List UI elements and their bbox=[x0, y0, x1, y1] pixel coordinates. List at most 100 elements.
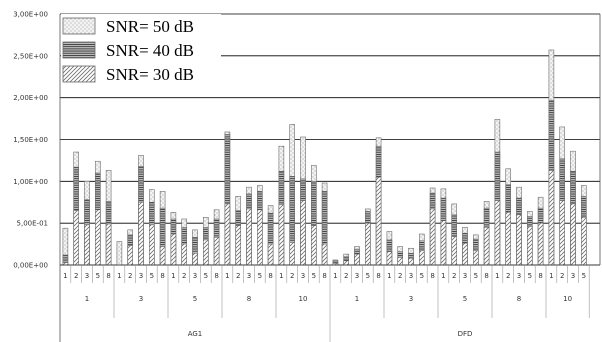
x-tick-sub: 5 bbox=[150, 272, 154, 280]
legend-label: SNR= 50 dB bbox=[106, 17, 194, 36]
legend-label: SNR= 40 dB bbox=[106, 41, 194, 60]
bar bbox=[516, 214, 522, 266]
bar bbox=[473, 250, 479, 266]
bar bbox=[483, 227, 490, 266]
x-tick-sub: 5 bbox=[420, 272, 424, 280]
x-tick-sub: 5 bbox=[582, 272, 586, 280]
x-tick-sub: 2 bbox=[236, 272, 240, 280]
y-tick-label: 3,00E+00 bbox=[13, 11, 48, 19]
bar bbox=[343, 260, 349, 266]
bar bbox=[570, 203, 576, 266]
x-tick-sub: 5 bbox=[258, 272, 262, 280]
x-tick-sub: 8 bbox=[106, 272, 110, 280]
bar bbox=[505, 211, 511, 266]
bar bbox=[224, 203, 231, 266]
x-tick-group: 8 bbox=[517, 295, 521, 303]
bar bbox=[95, 209, 101, 266]
x-tick-sub: 5 bbox=[528, 272, 532, 280]
bar bbox=[537, 222, 544, 266]
x-tick-sub: 3 bbox=[517, 272, 521, 280]
bar bbox=[375, 176, 382, 266]
x-tick-group: 8 bbox=[247, 295, 251, 303]
x-tick-sub: 3 bbox=[247, 272, 251, 280]
bar bbox=[246, 208, 252, 266]
bar bbox=[267, 243, 274, 266]
y-tick-label: 1,50E+00 bbox=[13, 136, 48, 144]
x-tick-sub: 2 bbox=[290, 272, 294, 280]
legend: SNR= 50 dB SNR= 40 dB SNR= 30 dB bbox=[61, 14, 221, 96]
x-tick-group: 5 bbox=[193, 295, 197, 303]
bar bbox=[462, 242, 468, 266]
bar bbox=[440, 220, 447, 266]
y-tick-label: 1,00E+00 bbox=[13, 178, 48, 186]
x-tick-sub: 2 bbox=[452, 272, 456, 280]
legend-swatch bbox=[62, 41, 96, 59]
bar bbox=[84, 224, 90, 266]
x-tick-sub: 3 bbox=[571, 272, 575, 280]
x-tick-sub: 5 bbox=[474, 272, 478, 280]
x-tick-sub: 3 bbox=[85, 272, 89, 280]
y-tick-label: 2,00E+00 bbox=[13, 94, 48, 102]
x-tick-group: 1 bbox=[85, 295, 89, 303]
y-tick-label: 5,00E-01 bbox=[17, 220, 48, 228]
x-tick-sub: 1 bbox=[117, 272, 121, 280]
bar bbox=[354, 253, 360, 266]
x-tick-sub: 5 bbox=[366, 272, 370, 280]
x-tick-sub: 8 bbox=[376, 272, 380, 280]
y-tick-label: 0,00E+00 bbox=[13, 262, 48, 270]
bar bbox=[386, 251, 393, 266]
x-tick-group: 5 bbox=[463, 295, 467, 303]
bar bbox=[429, 208, 436, 266]
bar bbox=[548, 170, 555, 266]
bar bbox=[451, 236, 457, 266]
bar bbox=[192, 252, 198, 266]
x-tick-sub: 5 bbox=[312, 272, 316, 280]
x-tick-sub: 8 bbox=[538, 272, 542, 280]
bar bbox=[149, 224, 155, 266]
bar bbox=[289, 242, 295, 266]
bar bbox=[311, 225, 317, 266]
x-tick-sub: 3 bbox=[301, 272, 305, 280]
x-tick-sub: 1 bbox=[441, 272, 445, 280]
x-tick-sub: 8 bbox=[214, 272, 218, 280]
x-tick-sub: 1 bbox=[171, 272, 175, 280]
bar bbox=[213, 237, 220, 266]
x-tick-sub: 2 bbox=[398, 272, 402, 280]
x-tick-sub: 1 bbox=[279, 272, 283, 280]
x-tick-group: 3 bbox=[409, 295, 413, 303]
x-tick-sub: 1 bbox=[225, 272, 229, 280]
bar bbox=[581, 217, 587, 266]
bar bbox=[257, 209, 263, 266]
bar bbox=[181, 243, 187, 266]
x-tick-sub: 2 bbox=[182, 272, 186, 280]
x-tick-sub: 1 bbox=[333, 272, 337, 280]
bar bbox=[527, 226, 533, 266]
x-tick-sub: 3 bbox=[355, 272, 359, 280]
bar bbox=[559, 200, 565, 266]
axes: 0,00E+00 5,00E-01 1,00E+00 1,50E+00 2,00E+00… bbox=[13, 11, 601, 342]
bar bbox=[116, 241, 123, 266]
bar bbox=[300, 200, 306, 266]
bar bbox=[278, 204, 285, 266]
x-tick-sub: 1 bbox=[495, 272, 499, 280]
bar bbox=[203, 239, 209, 266]
x-tick-top: DFD bbox=[458, 330, 473, 338]
bar bbox=[105, 223, 112, 266]
y-tick-label: 2,50E+00 bbox=[13, 52, 48, 60]
x-tick-sub: 1 bbox=[387, 272, 391, 280]
x-tick-sub: 3 bbox=[409, 272, 413, 280]
x-tick-sub: 3 bbox=[463, 272, 467, 280]
x-tick-sub: 2 bbox=[344, 272, 348, 280]
bar bbox=[73, 210, 79, 266]
x-tick-top: AG1 bbox=[188, 330, 203, 338]
bar bbox=[419, 250, 425, 266]
legend-swatch bbox=[62, 65, 96, 83]
legend-label: SNR= 30 dB bbox=[106, 65, 194, 84]
x-tick-group: 1 bbox=[355, 295, 359, 303]
bar bbox=[397, 257, 403, 266]
x-tick-sub: 5 bbox=[96, 272, 100, 280]
x-tick-sub: 8 bbox=[268, 272, 272, 280]
x-tick-sub: 2 bbox=[74, 272, 78, 280]
bar bbox=[138, 201, 144, 266]
